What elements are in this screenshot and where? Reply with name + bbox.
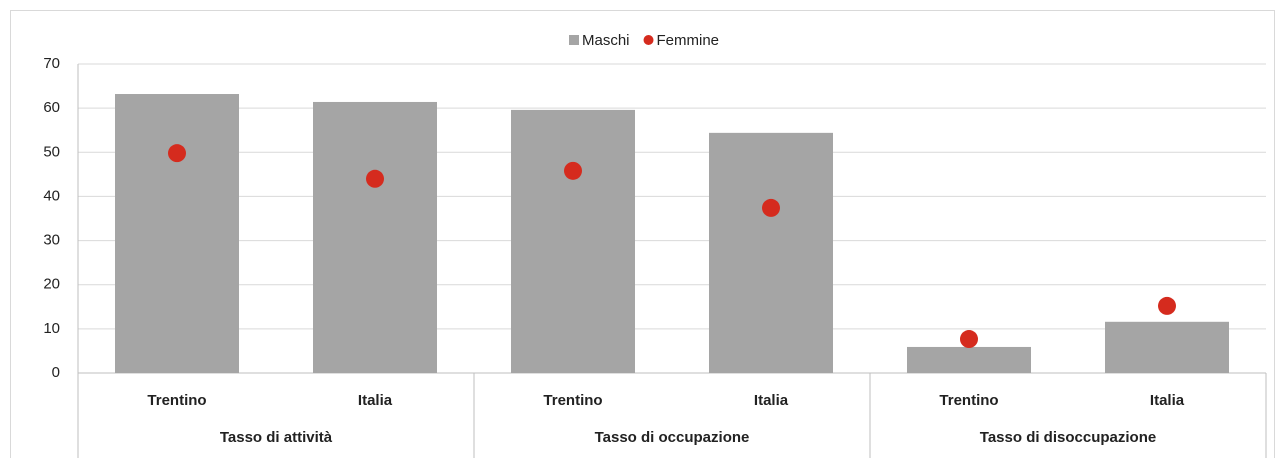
y-tick-label: 20 <box>43 276 60 293</box>
bar <box>709 132 833 373</box>
dot <box>168 144 186 163</box>
bar <box>115 94 239 373</box>
legend-label: Maschi <box>582 32 630 49</box>
x-tick-label: Italia <box>1150 392 1185 409</box>
y-tick-label: 30 <box>43 232 60 249</box>
legend-label: Femmine <box>657 32 720 49</box>
y-tick-label: 10 <box>43 320 60 337</box>
y-tick-label: 60 <box>43 99 60 116</box>
bar <box>907 346 1031 373</box>
group-label: Tasso di occupazione <box>595 429 750 446</box>
x-tick-label: Italia <box>754 392 789 409</box>
dot <box>960 330 978 349</box>
x-tick-label: Italia <box>358 392 393 409</box>
bar <box>313 101 437 373</box>
x-tick-label: Trentino <box>939 392 998 409</box>
y-tick-label: 0 <box>52 364 60 381</box>
x-tick-label: Trentino <box>147 392 206 409</box>
dot <box>762 198 780 217</box>
legend-swatch <box>569 35 579 45</box>
x-tick-label: Trentino <box>543 392 602 409</box>
dot <box>564 161 582 180</box>
group-label: Tasso di attività <box>220 429 333 446</box>
dot <box>366 169 384 188</box>
bar <box>1105 321 1229 373</box>
y-tick-label: 50 <box>43 143 60 160</box>
bar <box>511 109 635 373</box>
dot <box>1158 296 1176 315</box>
y-tick-label: 40 <box>43 187 60 204</box>
legend-swatch <box>643 35 654 45</box>
chart-frame <box>10 10 1275 458</box>
group-label: Tasso di disoccupazione <box>980 429 1156 446</box>
y-tick-label: 70 <box>43 55 60 72</box>
